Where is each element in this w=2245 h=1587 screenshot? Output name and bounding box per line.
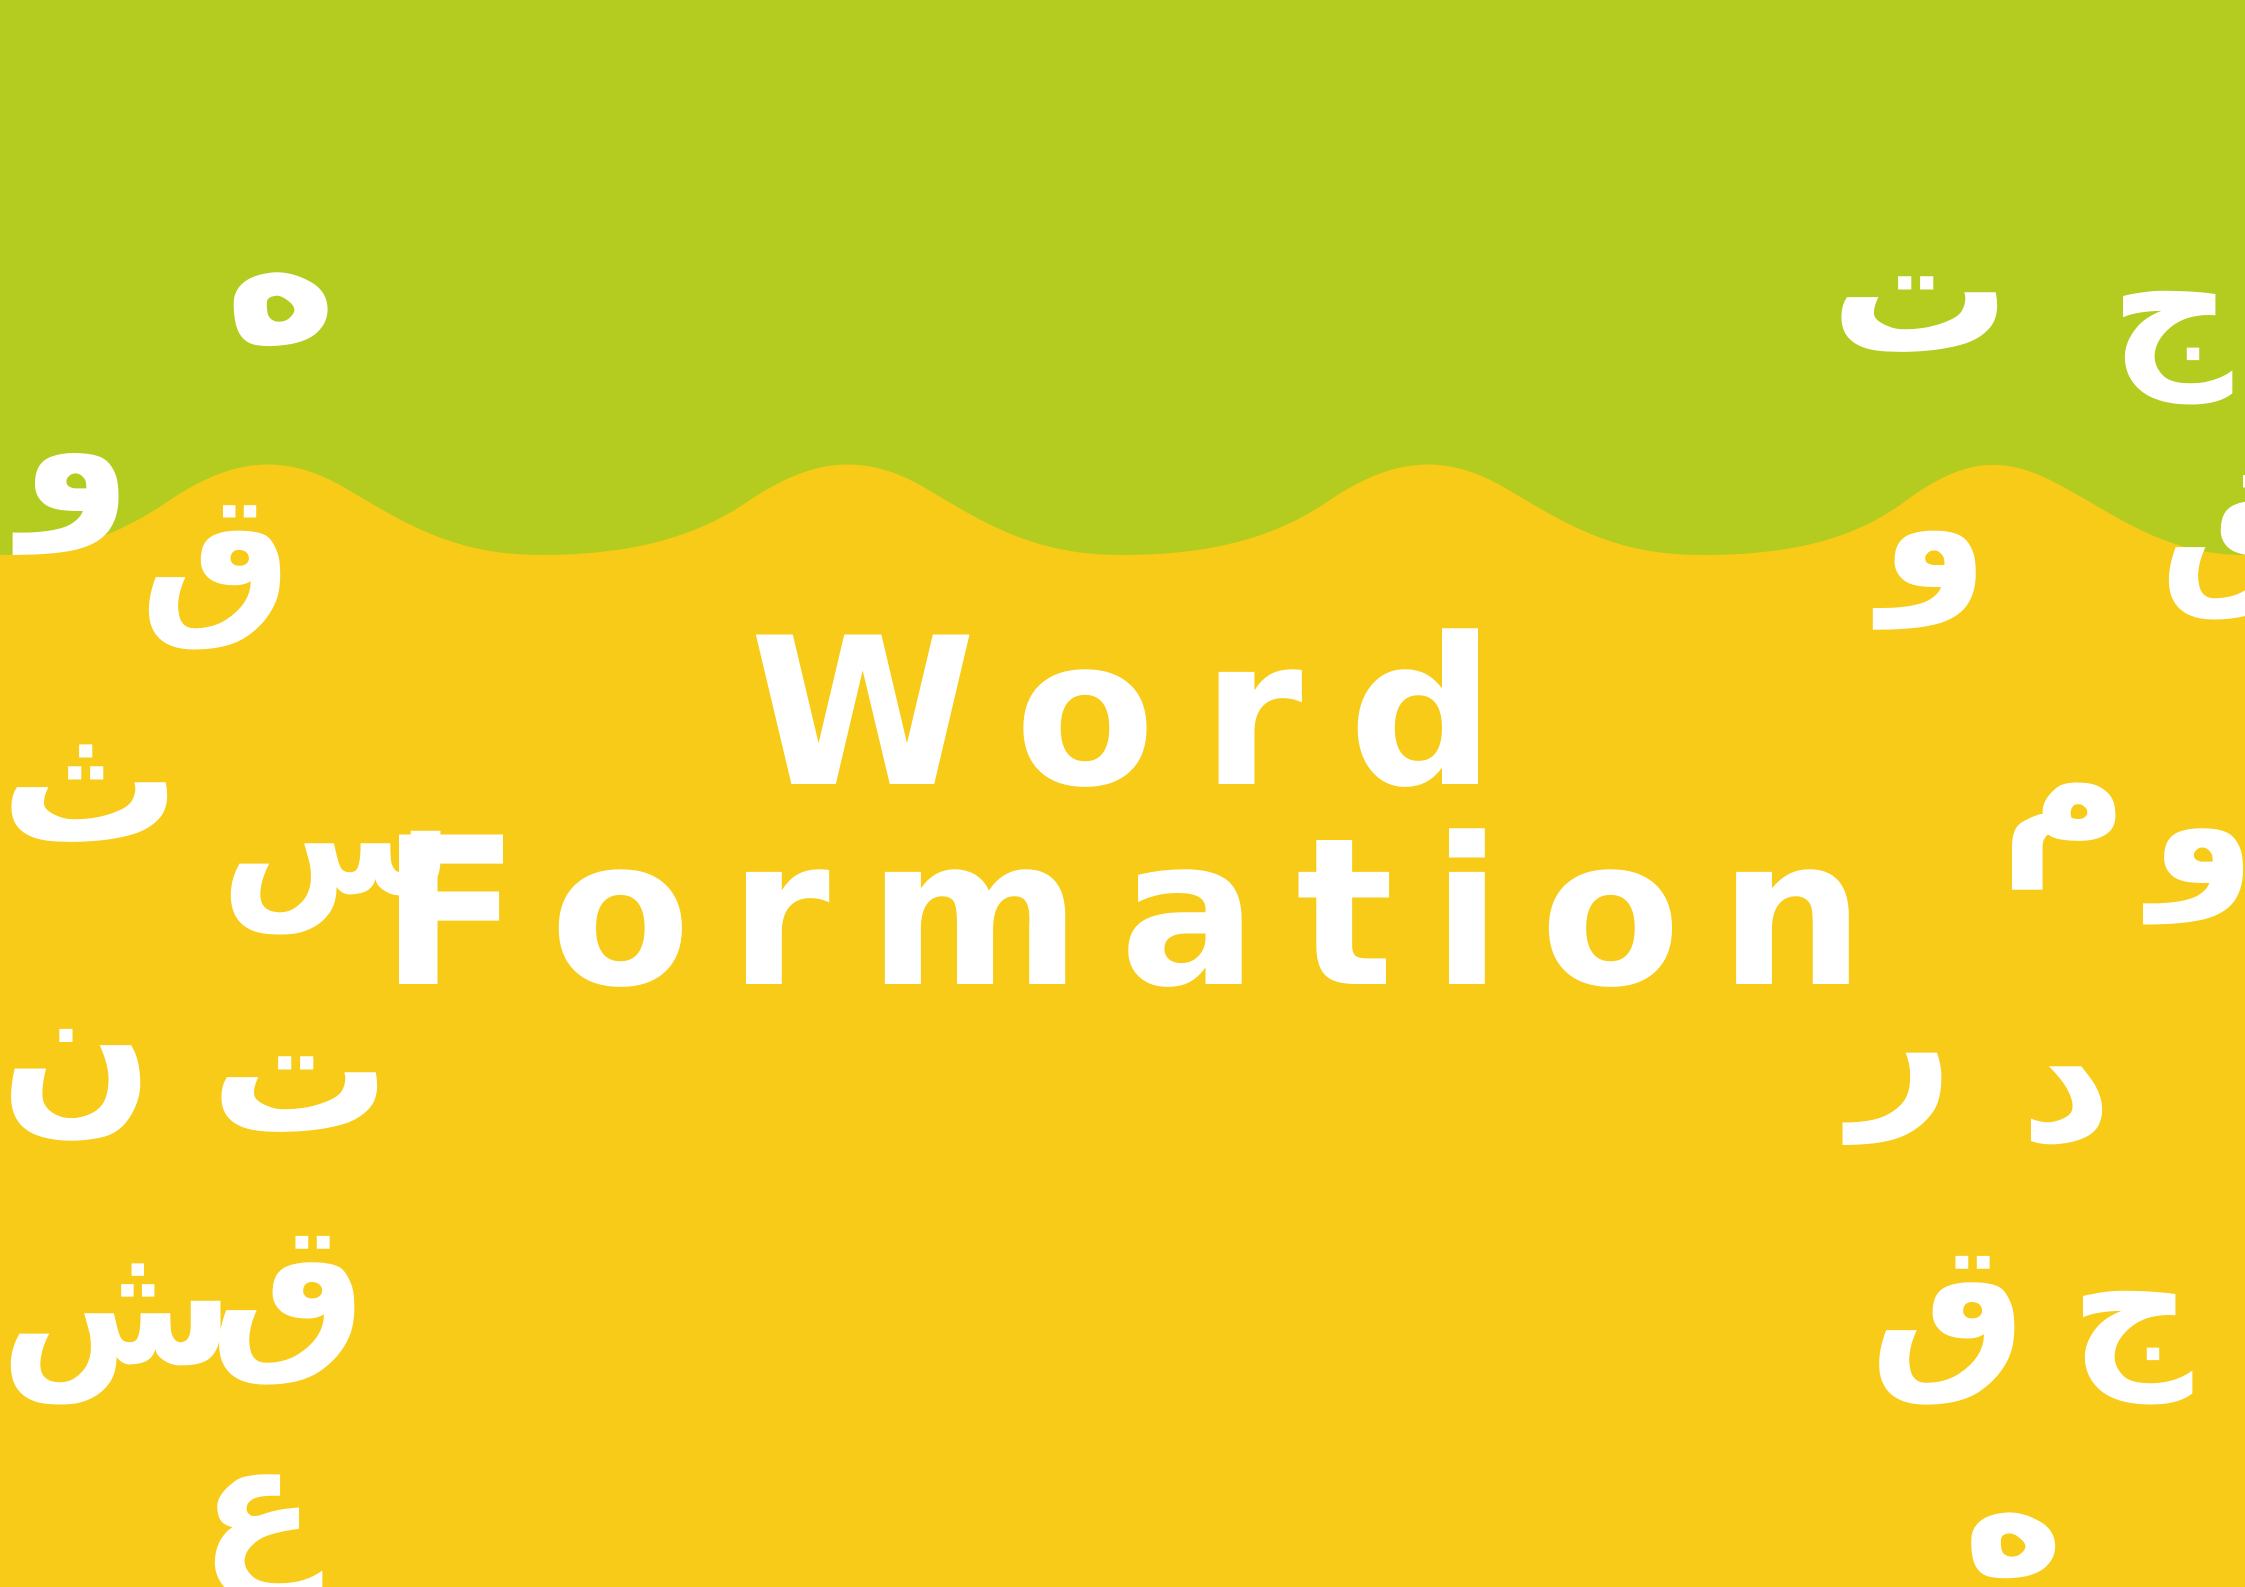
decorative-letter-left-9: ق xyxy=(210,1186,367,1389)
decorative-letter-right-5: م xyxy=(2000,686,2129,889)
decorative-letter-right-8: د xyxy=(2020,975,2113,1184)
decorative-letter-right-6: و xyxy=(2150,726,2245,924)
decorative-letter-left-7: ت xyxy=(210,965,391,1174)
decorative-letter-right-11: ه xyxy=(1949,1411,2071,1587)
decorative-letter-left-2: و xyxy=(20,345,132,554)
decorative-letter-right-2: ج xyxy=(2110,206,2233,404)
decorative-letter-left-3: ق xyxy=(140,456,292,654)
decorative-letter-right-3: و xyxy=(1880,426,1989,629)
decorative-letter-right-10: ج xyxy=(2070,1206,2193,1404)
title-word-line-1: Word xyxy=(749,595,1542,833)
decorative-letter-right-4: ق xyxy=(2160,426,2245,624)
decorative-letter-left-6: ن xyxy=(0,945,154,1154)
decorative-letter-right-7: ر xyxy=(1850,935,1954,1144)
decorative-letter-left-4: ث xyxy=(0,675,181,884)
decorative-letter-right-1: ت xyxy=(1830,185,2011,394)
decorative-letter-left-8: ش xyxy=(0,1206,235,1404)
title-word-line-2: Formation xyxy=(380,795,1903,1033)
decorative-letter-left-10: ع xyxy=(200,1406,317,1587)
decorative-letter-right-9: ق xyxy=(1870,1206,2027,1409)
decorative-letter-left-5: س xyxy=(220,736,455,934)
green-wavy-band xyxy=(0,0,2245,555)
